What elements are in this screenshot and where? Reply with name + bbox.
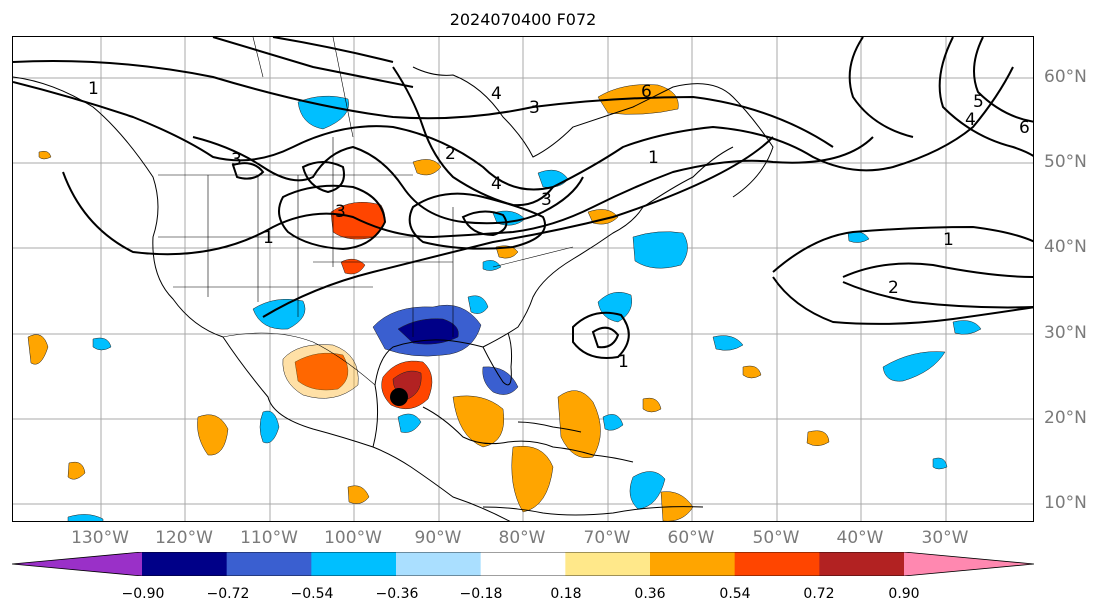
contour-label: 1 [943,230,954,250]
colorbar-segment [480,552,566,576]
colorbar-segment [142,552,228,576]
storm-center-marker [390,388,408,406]
lon-label: 120°W [155,528,213,548]
lat-label: 50°N [1044,152,1087,172]
contour-label: 1 [648,148,659,168]
contour-label: 3 [541,190,552,210]
colorbar-tick-label: −0.90 [121,586,165,602]
colorbar-segment [565,552,651,576]
colorbar-segment [226,552,312,576]
contour-label: 2 [888,278,899,298]
lon-label: 60°W [667,528,715,548]
lon-label: 40°W [836,528,884,548]
lon-label: 110°W [240,528,298,548]
colorbar [12,552,1034,576]
map-canvas: 1 1 1 1 1 2 2 3 3 3 3 4 4 4 5 6 6 [13,37,1033,521]
lat-label: 10°N [1044,493,1087,513]
colorbar-tick-label: −0.54 [290,586,334,602]
colorbar-tick-label: 0.90 [888,586,920,602]
colorbar-tick-label: −0.36 [375,586,419,602]
lon-label: 130°W [71,528,129,548]
contour-label: 3 [335,202,346,222]
lon-label: 90°W [414,528,462,548]
map-title: 2024070400 F072 [449,10,597,29]
contour-label: 2 [445,144,456,164]
contour-label: 1 [618,352,629,372]
contour-label: 1 [263,228,274,248]
map-panel: 1 1 1 1 1 2 2 3 3 3 3 4 4 4 5 6 6 [12,36,1034,522]
contour-label: 1 [88,79,99,99]
shaded-field [27,84,982,521]
lat-label: 60°N [1044,67,1087,87]
contour-label: 3 [231,150,242,170]
lon-label: 30°W [921,528,969,548]
colorbar-tick-label: −0.18 [459,586,503,602]
contour-label-group: 1 1 1 1 1 2 2 3 3 3 3 4 4 4 5 6 6 [88,79,1030,372]
colorbar-segment [819,552,905,576]
colorbar-tick-label: 0.72 [803,586,835,602]
colorbar-segment [396,552,482,576]
lon-label: 100°W [324,528,382,548]
lat-label: 40°N [1044,237,1087,257]
contour-label: 6 [641,82,652,102]
colorbar-tick-label: 0.36 [634,586,666,602]
contour-lines [13,37,1033,359]
lat-label: 30°N [1044,323,1087,343]
lon-label: 70°W [583,528,631,548]
colorbar-tick-label: −0.72 [206,586,250,602]
contour-label: 4 [965,110,976,130]
colorbar-segment [650,552,736,576]
borders [158,37,574,386]
contour-label: 5 [973,92,984,112]
colorbar-tick-label: 0.54 [719,586,751,602]
colorbar-extend-high [904,552,1034,576]
colorbar-segments [12,552,1034,576]
contour-label: 4 [491,84,502,104]
contour-label: 6 [1019,118,1030,138]
lon-label: 80°W [498,528,546,548]
lon-label: 50°W [752,528,800,548]
contour-label: 3 [529,98,540,118]
colorbar-tick-label: 0.18 [550,586,582,602]
lat-label: 20°N [1044,408,1087,428]
colorbar-segment [311,552,397,576]
colorbar-extend-low [12,552,142,576]
contour-label: 4 [491,174,502,194]
colorbar-segment [734,552,820,576]
